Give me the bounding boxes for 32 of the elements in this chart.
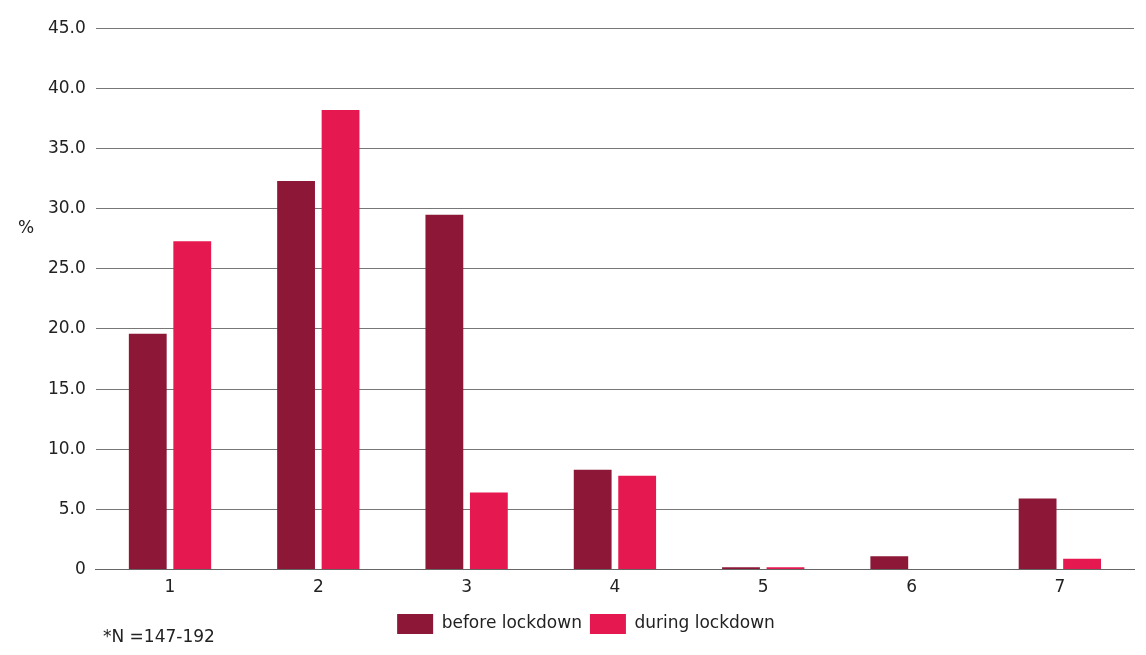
text: *N =147-192	[103, 625, 215, 646]
y-tick-label: 0	[75, 558, 86, 579]
y-tick-label: 15.0	[47, 377, 86, 398]
x-tick-label: 2	[312, 576, 324, 597]
bar	[469, 492, 508, 570]
x-tick-label: 5	[757, 576, 769, 597]
bar	[870, 556, 909, 570]
y-tick-label: 30.0	[47, 197, 86, 218]
bar	[321, 110, 360, 570]
legend-label: during lockdown	[634, 612, 775, 633]
y-tick-label: 5.0	[58, 497, 86, 518]
y-tick-label: 45.0	[47, 16, 86, 37]
bar	[277, 181, 315, 570]
y-tick-label: 40.0	[47, 76, 86, 97]
x-tick-label: 3	[461, 576, 473, 597]
bar	[173, 241, 212, 570]
bar	[1063, 558, 1101, 570]
y-tick-label: 10.0	[47, 437, 86, 458]
x-tick-label: 6	[906, 576, 917, 597]
x-tick-label: 4	[609, 576, 621, 597]
bar	[128, 333, 167, 570]
y-tick-label: 25.0	[47, 257, 86, 278]
bar	[618, 475, 657, 570]
bar	[573, 469, 612, 570]
y-tick-label: 35.0	[47, 136, 86, 157]
bar	[425, 214, 464, 570]
x-tick-label: 1	[164, 576, 176, 597]
legend-label: before lockdown	[441, 612, 582, 633]
y-axis-title: %	[18, 216, 35, 237]
bar	[1018, 498, 1057, 570]
x-tick-label: 7	[1054, 576, 1066, 597]
y-tick-label: 20.0	[47, 317, 86, 338]
